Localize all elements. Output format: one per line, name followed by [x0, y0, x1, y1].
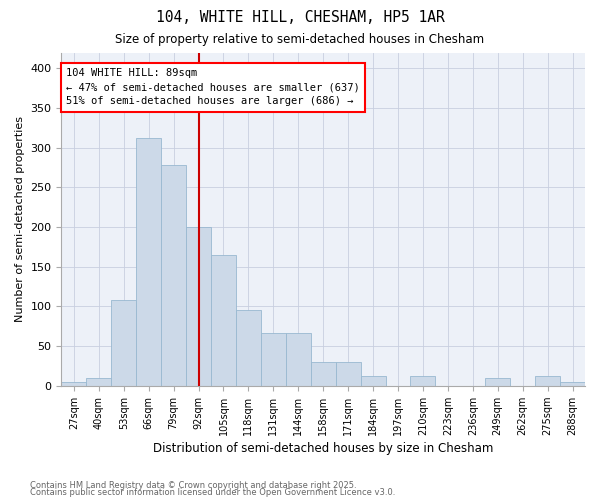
Bar — [111, 300, 136, 386]
Bar — [261, 332, 286, 386]
Text: 104, WHITE HILL, CHESHAM, HP5 1AR: 104, WHITE HILL, CHESHAM, HP5 1AR — [155, 10, 445, 25]
Bar — [560, 382, 585, 386]
Bar — [335, 362, 361, 386]
Bar — [410, 376, 436, 386]
Bar — [136, 138, 161, 386]
Bar — [236, 310, 261, 386]
X-axis label: Distribution of semi-detached houses by size in Chesham: Distribution of semi-detached houses by … — [153, 442, 493, 455]
Bar — [485, 378, 510, 386]
Bar — [186, 227, 211, 386]
Text: Contains HM Land Registry data © Crown copyright and database right 2025.: Contains HM Land Registry data © Crown c… — [30, 480, 356, 490]
Text: Contains public sector information licensed under the Open Government Licence v3: Contains public sector information licen… — [30, 488, 395, 497]
Bar — [286, 332, 311, 386]
Bar — [535, 376, 560, 386]
Bar — [161, 165, 186, 386]
Bar — [311, 362, 335, 386]
Text: 104 WHITE HILL: 89sqm
← 47% of semi-detached houses are smaller (637)
51% of sem: 104 WHITE HILL: 89sqm ← 47% of semi-deta… — [67, 68, 360, 106]
Text: Size of property relative to semi-detached houses in Chesham: Size of property relative to semi-detach… — [115, 32, 485, 46]
Bar — [61, 382, 86, 386]
Bar — [211, 255, 236, 386]
Bar — [86, 378, 111, 386]
Bar — [361, 376, 386, 386]
Y-axis label: Number of semi-detached properties: Number of semi-detached properties — [15, 116, 25, 322]
